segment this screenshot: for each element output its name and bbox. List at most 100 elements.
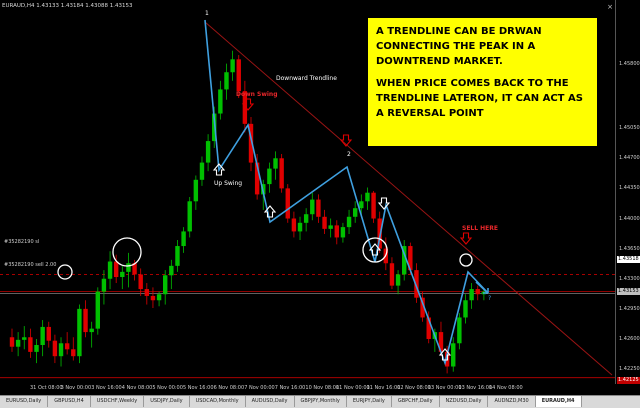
candle-body — [291, 218, 297, 232]
candle-body — [242, 91, 248, 124]
downward-trendline — [204, 21, 613, 376]
candle-body — [469, 289, 474, 301]
candle-body — [451, 343, 456, 367]
swing-path-layer — [204, 19, 489, 366]
candle-body — [420, 297, 425, 318]
candle-body — [205, 141, 211, 163]
down-arrow-icon — [377, 197, 391, 210]
candle-body — [334, 225, 339, 238]
candle-body — [267, 168, 272, 185]
candle-body — [475, 289, 480, 295]
down-arrow-icon — [241, 98, 255, 111]
candle-body — [414, 270, 419, 298]
candle-body — [181, 231, 186, 247]
candle-body — [15, 339, 21, 347]
tab-usdcad-monthly[interactable]: USDCAD,Monthly — [190, 396, 246, 407]
time-tick-label: 6 Nov 08:00 — [213, 385, 245, 391]
swing-path — [204, 19, 489, 366]
highlight-circle — [362, 237, 388, 263]
tab-gbpjpy-monthly[interactable]: GBPJPY,Monthly — [295, 396, 347, 407]
time-tick-label: 3 Nov 16:00 — [91, 385, 122, 391]
candle-body — [297, 222, 303, 232]
candle-body — [395, 274, 401, 286]
price-tag: 1.43153 — [617, 288, 640, 296]
time-tick-label: 31 Oct 08:00 — [30, 385, 63, 391]
candle-body — [46, 326, 51, 341]
candle-body — [28, 337, 33, 352]
up-swing-label: Up Swing — [214, 180, 243, 187]
candle-body — [457, 317, 462, 344]
candle-body — [156, 294, 162, 301]
sell-here-label: SELL HERE — [462, 225, 498, 232]
candle-body — [402, 246, 407, 275]
tab-audnzd-m30[interactable]: AUDNZD,M30 — [488, 396, 536, 407]
downward-trendline-label: Downward Trendline — [276, 75, 337, 82]
candle-body — [101, 278, 107, 292]
highlight-circle — [112, 237, 142, 267]
candle-body — [193, 179, 199, 202]
up-arrow-icon — [263, 205, 277, 218]
tab-gbpchf-daily[interactable]: GBPCHF,Daily — [392, 396, 440, 407]
tab-usdjpy-daily[interactable]: USDJPY,Daily — [144, 396, 190, 407]
time-tick-label: 11 Nov 16:00 — [366, 385, 401, 391]
candle-body — [64, 343, 70, 350]
symbol-tabs: EURUSD,Daily GBPUSD,H4 USDCHF,Weekly USDJPY… — [0, 395, 640, 408]
tab-audusd-daily[interactable]: AUDUSD,Daily — [246, 396, 295, 407]
candle-body — [71, 349, 76, 357]
tab-nzdusd-daily[interactable]: NZDUSD,Daily — [440, 396, 489, 407]
up-arrow-icon — [438, 348, 452, 361]
price-tick-label: 1.42600 — [619, 335, 640, 342]
time-tick-label: 3 Nov 00:00 — [60, 385, 92, 391]
candle-body — [52, 340, 58, 357]
candle-body — [150, 295, 156, 301]
candle-body — [107, 261, 113, 279]
swing-label-1: 1 — [205, 10, 209, 17]
time-tick-label: 7 Nov 00:00 — [244, 385, 275, 391]
candle-body — [132, 263, 137, 275]
tab-usdchf-weekly[interactable]: USDCHF,Weekly — [91, 396, 145, 407]
candle-body — [303, 214, 309, 223]
candle-body — [89, 328, 94, 333]
candle-body — [9, 337, 15, 347]
price-tick-label: 1.42250 — [619, 366, 640, 373]
candle-body — [77, 308, 82, 357]
up-arrow-icon — [368, 243, 382, 256]
price-tag: 1.42125 — [617, 376, 640, 384]
candle-body — [273, 158, 278, 169]
price-tick-label: 1.43650 — [619, 245, 640, 252]
price-tick-label: 1.45050 — [619, 125, 640, 132]
candle-body — [438, 332, 444, 352]
candle-body — [316, 199, 321, 217]
candle-body — [285, 188, 290, 219]
candle-body — [389, 263, 395, 286]
candle-body — [279, 158, 284, 189]
price-axis[interactable]: 1.45800 1.45050 1.44700 1.44350 1.44000 1.436… — [615, 0, 640, 384]
close-icon[interactable]: × — [607, 3, 613, 11]
candle-body — [408, 246, 413, 271]
up-arrow-icon — [212, 163, 226, 176]
projection-arrow — [475, 281, 489, 294]
candle-body — [34, 345, 39, 352]
tab-gbpusd-h4[interactable]: GBPUSD,H4 — [48, 396, 91, 407]
note-paragraph-1: A TRENDLINE CAN BE DRWAN CONNECTING THE … — [376, 26, 542, 67]
candle-body — [224, 72, 229, 90]
price-chart[interactable] — [0, 0, 615, 384]
candle-body — [310, 199, 315, 215]
candle-body — [58, 343, 64, 357]
candle-body — [352, 208, 358, 217]
candle-body — [365, 192, 370, 202]
trendline-layer — [204, 21, 613, 376]
candle-body — [248, 123, 254, 163]
price-tick-label: 1.44350 — [619, 185, 640, 192]
candle-body — [126, 263, 131, 272]
markers-layer — [57, 98, 489, 361]
candle-body — [169, 265, 174, 276]
down-swing-label: Down Swing — [236, 91, 278, 98]
order-lines-layer — [0, 274, 615, 379]
tab-euraud-h4[interactable]: EURAUD,H4 — [535, 396, 582, 407]
projection-arrow-head — [483, 288, 489, 294]
tab-eurusd-daily[interactable]: EURUSD,Daily — [0, 396, 49, 407]
tab-eurjpy-daily[interactable]: EURJPY,Daily — [347, 396, 392, 407]
candles-layer — [9, 50, 487, 374]
